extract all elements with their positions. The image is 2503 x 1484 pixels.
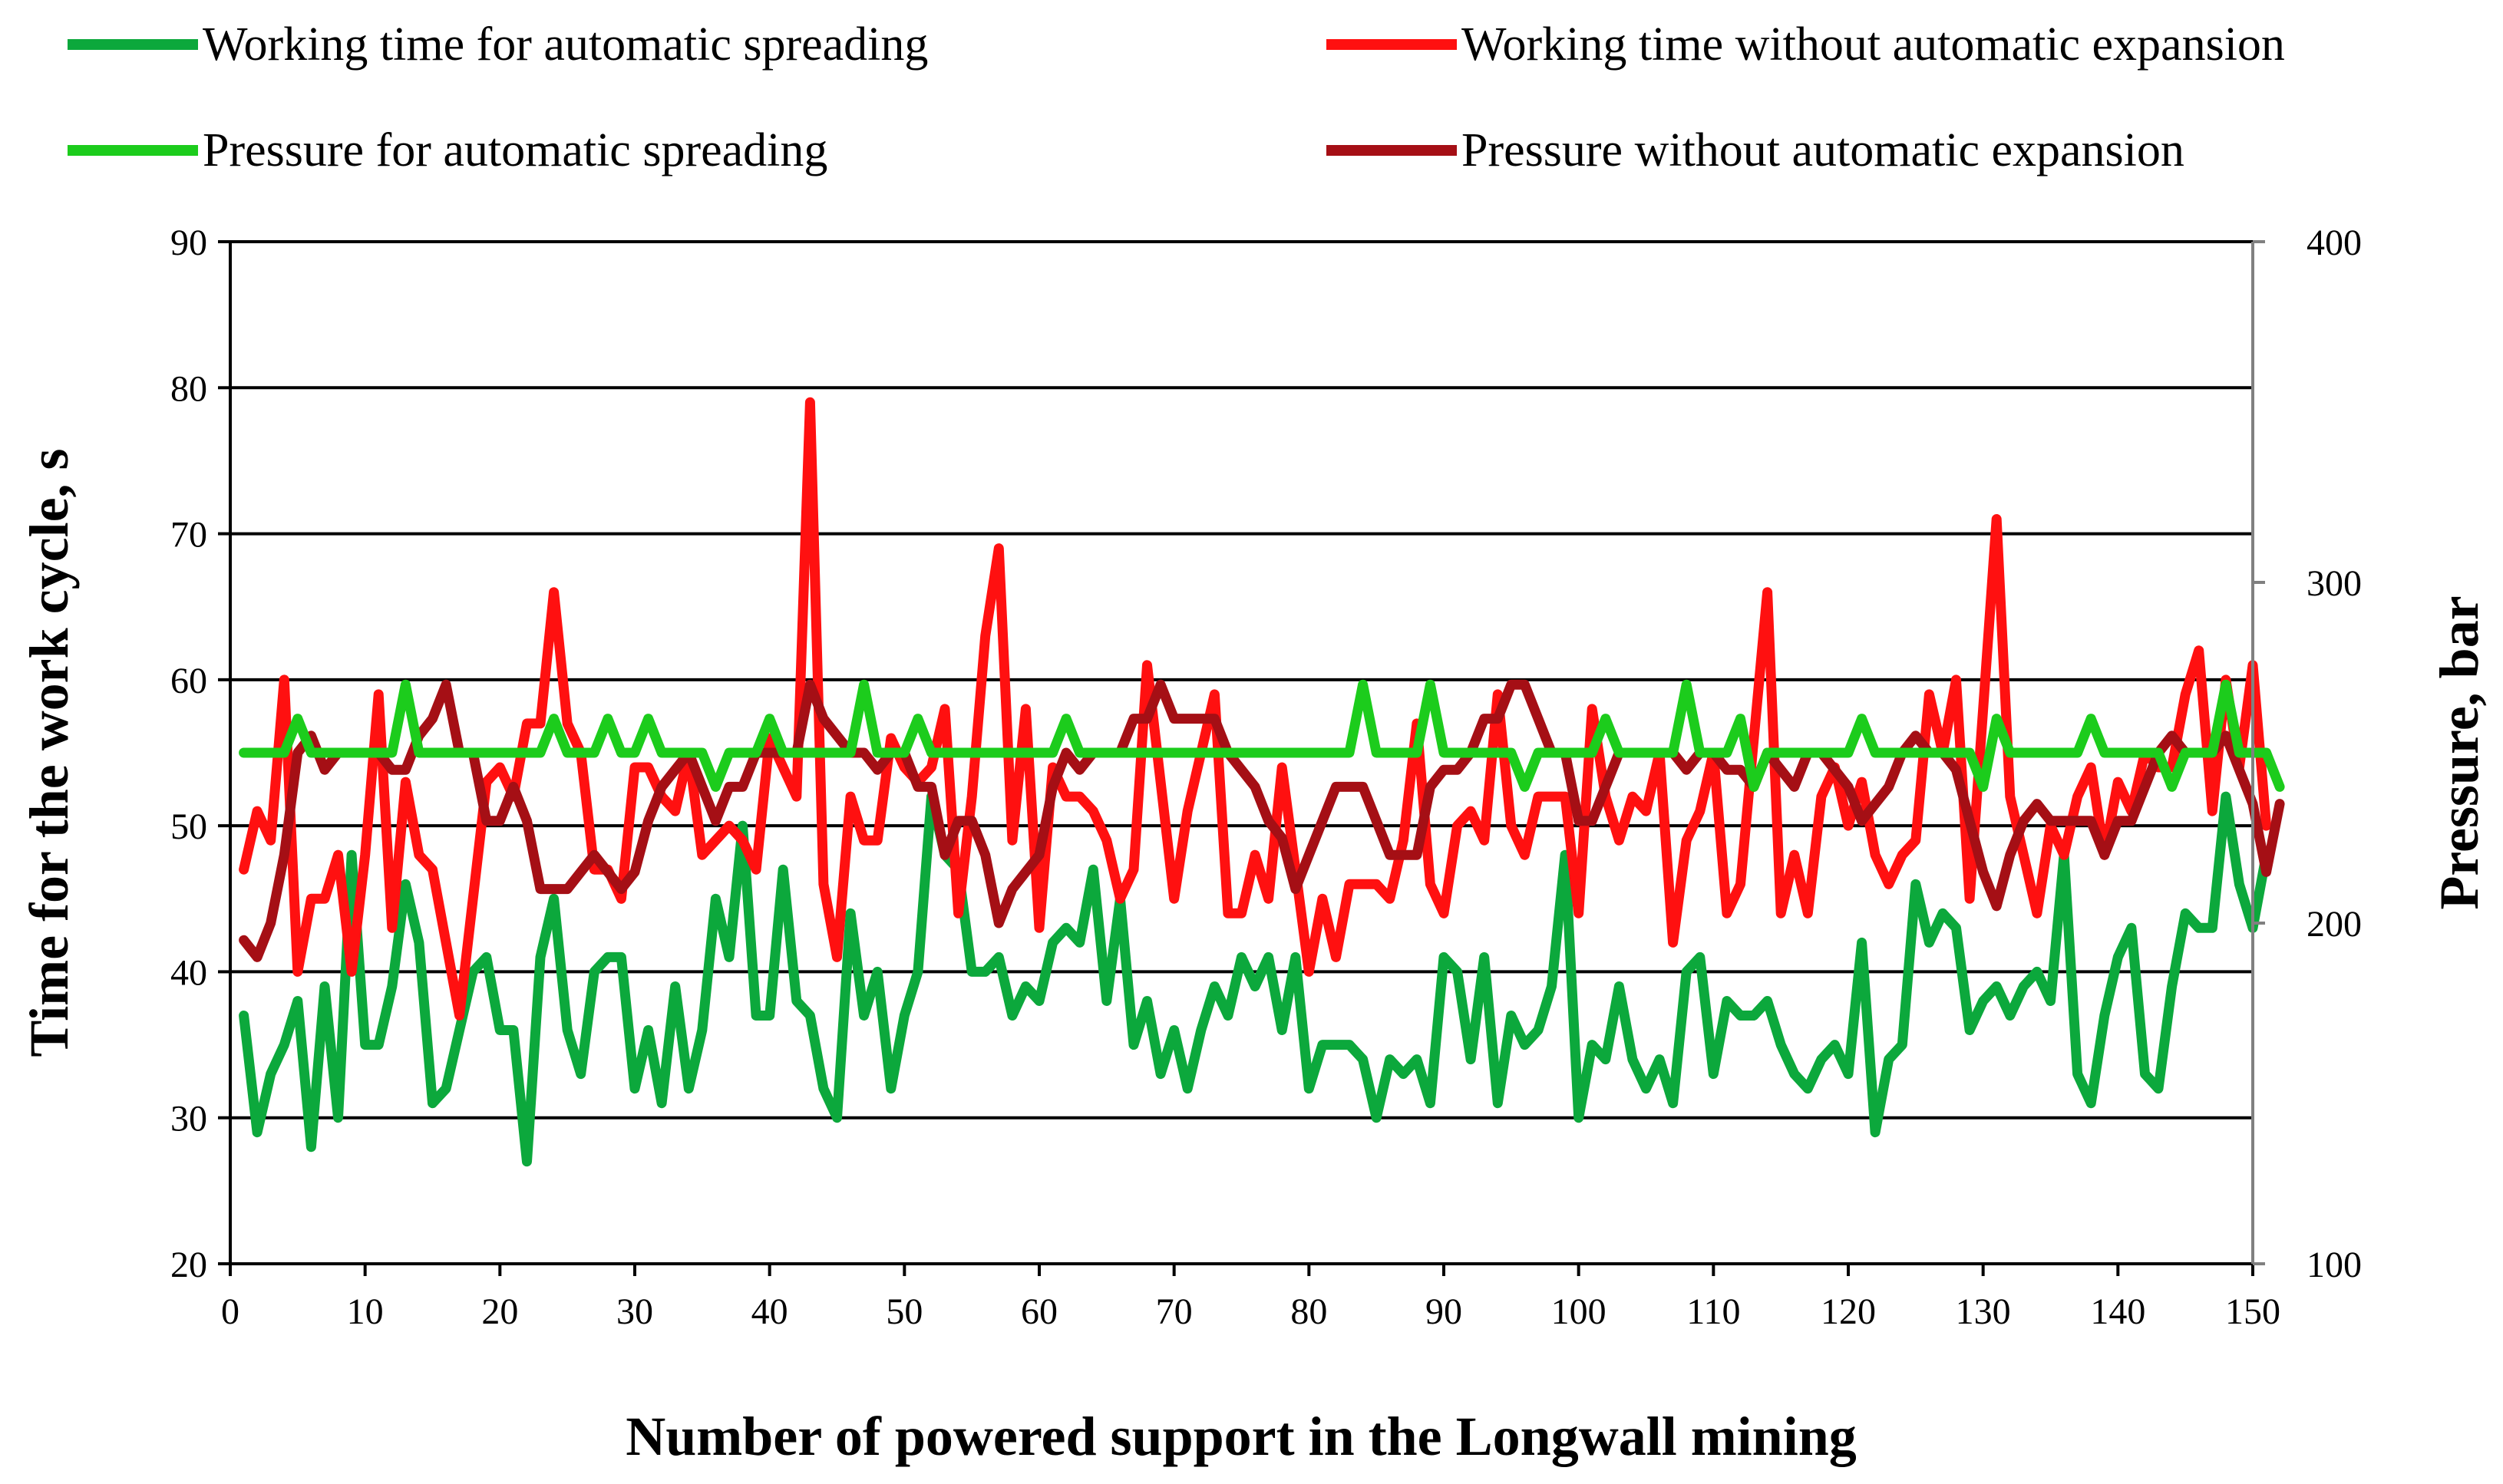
y-tick-label-50: 50 (170, 806, 207, 847)
x-tick-label-140: 140 (2090, 1291, 2145, 1332)
y2-tick-label-400: 400 (2307, 223, 2362, 263)
x-tick-label-20: 20 (481, 1291, 518, 1332)
y-tick-label-40: 40 (170, 952, 207, 993)
y-tick-label-80: 80 (170, 368, 207, 409)
y2-tick-label-200: 200 (2307, 904, 2362, 945)
legend-label-pressure-manual: Pressure without automatic expansion (1461, 124, 2184, 176)
y-tick-label-60: 60 (170, 661, 207, 701)
x-tick-label-130: 130 (1956, 1291, 2011, 1332)
x-tick-label-50: 50 (886, 1291, 923, 1332)
x-ticks: 0 10 20 30 40 50 60 70 80 90 100 110 120 130 140 150 (221, 1264, 2280, 1332)
x-tick-label-80: 80 (1290, 1291, 1327, 1332)
y2-tick-label-300: 300 (2307, 563, 2362, 604)
y-tick-label-90: 90 (170, 223, 207, 263)
y-tick-label-30: 30 (170, 1099, 207, 1139)
x-tick-label-150: 150 (2225, 1291, 2280, 1332)
x-tick-label-30: 30 (616, 1291, 653, 1332)
y2-tick-label-100: 100 (2307, 1245, 2362, 1285)
legend-label-working-time-auto: Working time for automatic spreading (203, 18, 928, 71)
x-tick-label-0: 0 (221, 1291, 239, 1332)
series-line-working-time-auto (239, 791, 2272, 1167)
x-axis-title: Number of powered support in the Longwal… (626, 1406, 1857, 1467)
axes (229, 242, 2254, 1265)
series-layer (239, 397, 2285, 1167)
y-ticks-left: 20 30 40 50 60 70 80 90 (170, 223, 230, 1285)
x-tick-label-110: 110 (1686, 1291, 1740, 1332)
y-tick-label-20: 20 (170, 1245, 207, 1285)
series-line-pressure-auto (239, 679, 2285, 792)
x-tick-label-10: 10 (347, 1291, 384, 1332)
y-ticks-right: 100 200 300 400 (2253, 223, 2362, 1285)
y-axis-left-title: Time for the work cycle, s (18, 448, 80, 1057)
x-tick-label-40: 40 (751, 1291, 788, 1332)
y-axis-right-title: Pressure, bar (2429, 595, 2490, 909)
x-tick-label-90: 90 (1425, 1291, 1462, 1332)
legend: Working time for automatic spreading Wor… (68, 18, 2285, 176)
y-tick-label-70: 70 (170, 515, 207, 556)
legend-label-pressure-auto: Pressure for automatic spreading (203, 124, 827, 176)
x-tick-label-70: 70 (1156, 1291, 1193, 1332)
x-tick-label-100: 100 (1551, 1291, 1606, 1332)
x-tick-label-60: 60 (1021, 1291, 1058, 1332)
legend-label-working-time-manual: Working time without automatic expansion (1461, 18, 2285, 71)
x-tick-label-120: 120 (1821, 1291, 1876, 1332)
